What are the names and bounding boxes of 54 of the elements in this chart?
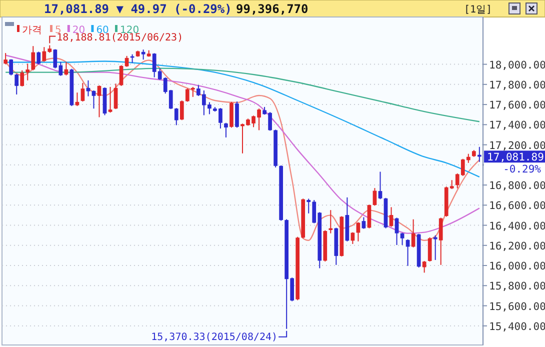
candlestick — [438, 217, 443, 266]
candlestick — [124, 55, 129, 68]
candlestick — [58, 61, 63, 76]
candlestick — [389, 206, 394, 228]
y-tick-label: 18,000.00 — [489, 59, 545, 72]
y-tick-label: 16,400.00 — [489, 220, 545, 232]
candlestick — [31, 46, 36, 71]
candlestick — [394, 217, 399, 246]
candlestick — [26, 63, 30, 81]
candlestick — [378, 171, 382, 200]
legend-label: 가격 — [22, 25, 42, 36]
candlestick — [97, 84, 102, 118]
candlestick — [174, 108, 178, 126]
candlestick — [328, 210, 333, 234]
y-tick-label: 17,600.00 — [489, 100, 545, 112]
y-tick-label: 17,800.00 — [489, 79, 545, 92]
y-tick-label: 15,800.00 — [489, 280, 545, 293]
candlestick — [4, 52, 8, 65]
y-tick-label: 16,800.00 — [489, 180, 545, 192]
y-tick-label: 15,400.00 — [489, 320, 545, 333]
candlestick — [20, 70, 24, 87]
annotation: 15,370.33(2015/08/24) — [151, 332, 278, 343]
candlestick — [9, 58, 14, 76]
chart-subtitle: 17,081.89 ▼ 49.97 (-0.29%) — [44, 2, 232, 16]
candlestick — [230, 101, 234, 128]
text: -0.29% — [503, 164, 542, 176]
candlestick — [180, 100, 184, 121]
candlestick — [114, 83, 118, 110]
candlestick — [141, 49, 146, 60]
text: [1일] — [464, 4, 492, 16]
candlestick — [92, 90, 96, 110]
y-tick-label: 16,600.00 — [489, 200, 545, 212]
y-tick-label: 17,200.00 — [489, 140, 545, 152]
text: 99,396,770 — [236, 2, 308, 16]
line-series — [4, 60, 480, 178]
candlestick — [235, 101, 239, 128]
line-series — [4, 68, 480, 122]
candlestick — [86, 80, 90, 97]
candlestick — [400, 232, 404, 246]
candlestick — [80, 82, 85, 102]
y-tick-label: 17,400.00 — [489, 120, 545, 132]
y-tick-label: 16,200.00 — [489, 240, 545, 252]
y-tick-label: 15,600.00 — [489, 300, 545, 313]
text: 17,081.89 — [487, 152, 544, 164]
candlestick — [53, 48, 58, 69]
candlestick — [36, 51, 41, 65]
candlestick — [433, 234, 438, 260]
candlestick — [14, 73, 19, 95]
candlestick — [224, 122, 228, 138]
candlestick — [108, 86, 112, 114]
candlestick — [428, 236, 432, 262]
candlestick — [367, 204, 372, 229]
y-tick-label: 16,000.00 — [489, 260, 545, 273]
candlestick — [362, 216, 366, 230]
